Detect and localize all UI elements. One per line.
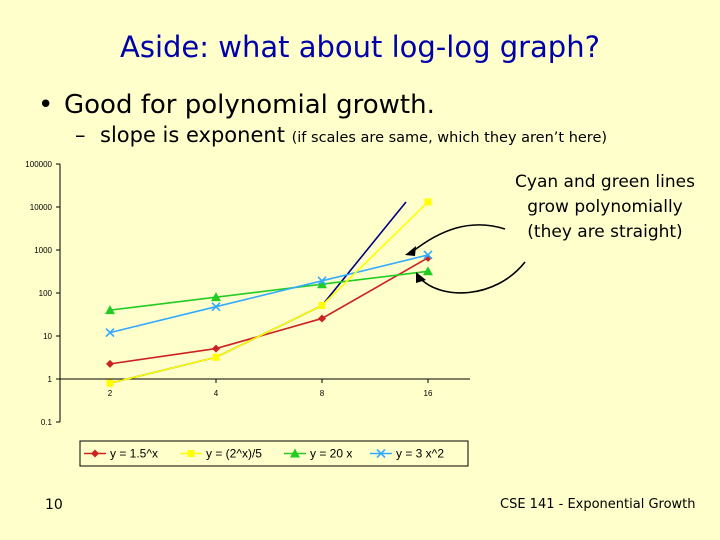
- series-line: [109, 270, 429, 311]
- bullet-dot: •: [38, 90, 54, 120]
- legend-label: y = 3 x^2: [396, 447, 444, 461]
- legend-box: [79, 440, 469, 467]
- y-tick-label: 100000: [25, 160, 52, 169]
- data-point: [106, 379, 114, 387]
- legend-marker: [376, 448, 386, 459]
- x-tick-label: 4: [214, 389, 219, 398]
- slide-title: Aside: what about log-log graph?: [120, 30, 600, 64]
- data-point: [424, 198, 432, 206]
- y-tick-label: 10: [43, 332, 52, 341]
- legend-label: y = (2^x)/5: [206, 447, 262, 461]
- data-point: [212, 353, 220, 361]
- data-point: [423, 250, 433, 260]
- y-tick-label: 1: [48, 375, 53, 384]
- x-tick-label: 8: [320, 389, 325, 398]
- legend-label: y = 20 x: [310, 447, 352, 461]
- callout-arrowhead-bottom: [416, 272, 426, 283]
- data-point: [105, 305, 115, 315]
- callout-line-1: Cyan and green lines: [515, 172, 695, 192]
- sub-bullet-note: (if scales are same, which they aren’t h…: [291, 130, 608, 146]
- callout-line-3: (they are straight): [527, 222, 683, 242]
- callout-text: Cyan and green lines grow polynomially (…: [505, 170, 705, 245]
- sub-bullet-dash: –: [75, 123, 86, 147]
- sub-bullet-main: slope is exponent: [100, 123, 285, 147]
- legend-entry: y = 1.5^x: [84, 447, 158, 461]
- y-tick-label: 1000: [34, 246, 52, 255]
- y-tick-label: 100: [39, 289, 53, 298]
- sub-bullet: – slope is exponent (if scales are same, …: [75, 123, 607, 147]
- legend-entry: y = (2^x)/5: [180, 447, 262, 461]
- data-point: [212, 344, 220, 353]
- legend-marker: [91, 449, 99, 458]
- legend-marker: [187, 450, 195, 457]
- page-number: 10: [45, 497, 63, 513]
- series-line: [109, 254, 429, 334]
- x-tick-label: 16: [424, 389, 433, 398]
- callout-arrow-bottom: [419, 261, 526, 294]
- callout-line-2: grow polynomially: [527, 197, 683, 217]
- data-point: [423, 266, 433, 276]
- data-point: [317, 276, 327, 286]
- data-point: [106, 359, 114, 368]
- data-point: [211, 292, 221, 302]
- y-tick-label: 0.1: [41, 418, 53, 427]
- legend-entry: y = 3 x^2: [370, 447, 444, 461]
- callout-arrowhead-top: [405, 246, 416, 256]
- legend-marker: [290, 448, 300, 458]
- legend-label: y = 1.5^x: [110, 447, 158, 461]
- callout-arrow-top: [411, 224, 506, 253]
- data-point: [105, 328, 115, 338]
- bullet-point: • Good for polynomial growth.: [38, 90, 435, 120]
- data-point: [318, 302, 326, 310]
- series-line: [109, 201, 429, 384]
- footer-text: CSE 141 - Exponential Growth: [500, 497, 696, 512]
- series-line: [109, 257, 429, 365]
- data-point: [211, 302, 221, 312]
- data-point: [318, 314, 326, 323]
- bullet-text: Good for polynomial growth.: [64, 90, 435, 120]
- x-tick-label: 2: [108, 389, 113, 398]
- data-point: [317, 279, 327, 289]
- legend-entry: y = 20 x: [284, 447, 352, 461]
- y-tick-label: 10000: [30, 203, 53, 212]
